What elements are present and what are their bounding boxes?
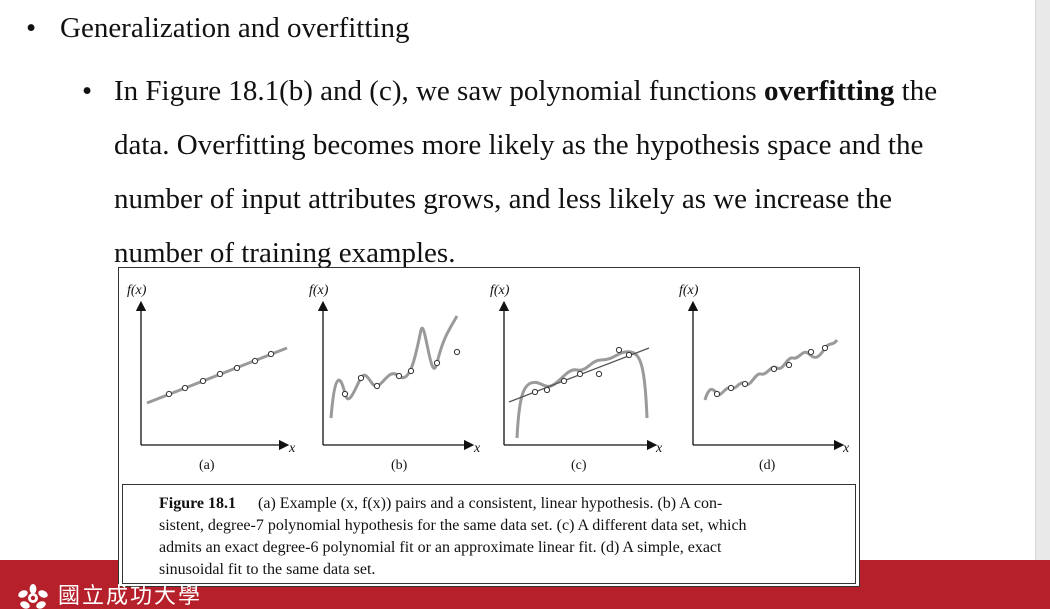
figure-18-1: f(x) x (a) f(x) x (b) (118, 267, 860, 587)
bullet-dot: • (82, 75, 93, 107)
caption-line-1: Figure 18.1 (a) Example (x, f(x)) pairs a… (159, 495, 723, 512)
panel-b-ylabel: f(x) (309, 283, 329, 298)
scrollbar[interactable] (1035, 0, 1050, 609)
panel-d: f(x) x (d) (679, 283, 850, 473)
panel-d-ylabel: f(x) (679, 283, 699, 298)
panel-c: f(x) x (c) (490, 283, 663, 473)
caption-line-3: admits an exact degree-6 polynomial fit … (159, 539, 722, 556)
paragraph-line-1: In Figure 18.1(b) and (c), we saw polyno… (114, 75, 938, 107)
panel-b: f(x) x (b) (309, 283, 481, 473)
university-emblem-icon (18, 584, 48, 609)
university-logo-text: 國立成功大學 (58, 584, 203, 609)
panel-c-label: (c) (571, 458, 587, 473)
paragraph-line-2: data. Overfitting becomes more likely as… (114, 129, 924, 161)
university-logo: 國立成功大學 (14, 584, 202, 609)
figure-caption: Figure 18.1 (a) Example (x, f(x)) pairs a… (159, 493, 839, 581)
panel-c-xlabel: x (655, 441, 663, 456)
bullet-level2-paragraph: In Figure 18.1(b) and (c), we saw polyno… (114, 64, 974, 280)
figure-caption-box: Figure 18.1 (a) Example (x, f(x)) pairs a… (122, 484, 856, 584)
emphasis-overfitting: overfitting (763, 75, 895, 107)
paragraph-line-3: number of input attributes grows, and le… (114, 183, 892, 215)
figure-plots: f(x) x (a) f(x) x (b) (127, 283, 850, 473)
panel-a: f(x) x (a) (127, 283, 296, 473)
caption-line-2: sistent, degree-7 polynomial hypothesis … (159, 517, 747, 534)
panel-d-label: (d) (759, 458, 776, 473)
panel-d-xlabel: x (842, 441, 850, 456)
panel-a-label: (a) (199, 458, 215, 473)
bullet-dot: • (26, 12, 37, 44)
bullet-level1-text: Generalization and overfitting (60, 12, 410, 44)
caption-figure-label: Figure 18.1 (159, 495, 237, 512)
panel-c-ylabel: f(x) (490, 283, 510, 298)
panel-a-xlabel: x (288, 441, 296, 456)
panel-b-xlabel: x (473, 441, 481, 456)
panel-a-ylabel: f(x) (127, 283, 147, 298)
paragraph-line-4: number of training examples. (114, 237, 456, 269)
caption-line-4: sinusoidal fit to the same data set. (159, 561, 376, 578)
panel-b-label: (b) (391, 458, 408, 473)
